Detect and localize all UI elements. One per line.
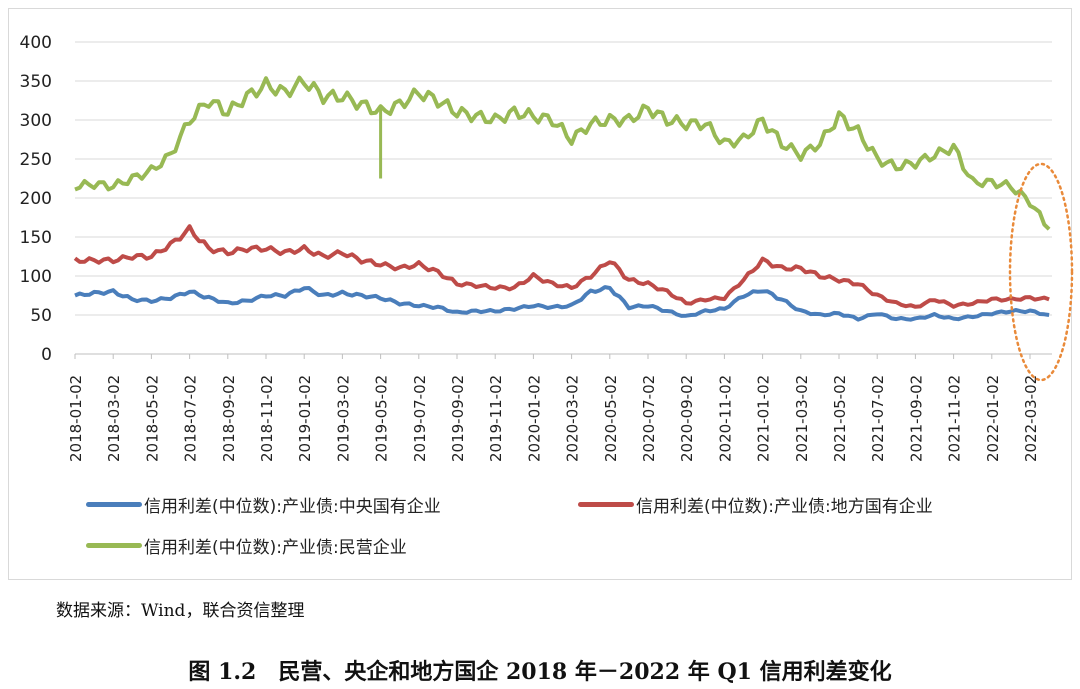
y-tick-label: 0 (41, 345, 52, 365)
x-tick-label: 2022-03-02 (1022, 375, 1040, 462)
y-tick-label: 250 (20, 150, 52, 170)
x-tick-label: 2021-09-02 (907, 375, 925, 462)
x-tick-label: 2021-01-02 (755, 375, 773, 462)
legend-swatch-red (578, 502, 634, 507)
y-tick-label: 50 (30, 306, 52, 326)
x-tick-label: 2019-07-02 (411, 375, 429, 462)
x-tick-label: 2018-07-02 (182, 375, 200, 462)
x-tick-label: 2021-07-02 (869, 375, 887, 462)
x-tick-label: 2020-11-02 (716, 375, 734, 462)
x-tick-label: 2019-11-02 (487, 375, 505, 462)
x-tick-label: 2018-05-02 (143, 375, 161, 462)
highlight-ellipse (1008, 162, 1074, 382)
x-tick-label: 2019-03-02 (334, 375, 352, 462)
credit-spread-line-chart: 0 50 100 150 200 250 300 350 400 2018-01-02 2018-0… (20, 33, 1074, 462)
x-tick-label: 2021-11-02 (946, 375, 964, 462)
y-tick-label: 300 (20, 111, 52, 131)
legend-item-local-soe: 信用利差(中位数):产业债:地方国有企业 (578, 492, 933, 517)
x-tick-label: 2018-03-02 (105, 375, 123, 462)
y-tick-label: 200 (20, 189, 52, 209)
x-tick-label: 2021-03-02 (793, 375, 811, 462)
figure-caption: 图 1.2 民营、央企和地方国企 2018 年－2022 年 Q1 信用利差变化 (188, 659, 892, 685)
legend-label: 信用利差(中位数):产业债:民营企业 (144, 538, 407, 558)
legend-item-central-soe: 信用利差(中位数):产业债:中央国有企业 (86, 492, 441, 517)
x-tick-label: 2018-11-02 (258, 375, 276, 462)
legend-swatch-blue (86, 502, 142, 507)
chart-frame (8, 8, 1072, 580)
y-tick-label: 100 (20, 267, 52, 287)
series-line-0 (74, 285, 1050, 322)
x-tick-label: 2020-01-02 (525, 375, 543, 462)
y-tick-label: 400 (20, 33, 52, 53)
data-source-note: 数据来源：Wind，联合资信整理 (56, 601, 305, 621)
series-line-1 (73, 224, 1050, 309)
y-tick-label: 150 (20, 228, 52, 248)
legend-swatch-green (86, 543, 142, 548)
x-tick-label: 2019-01-02 (296, 375, 314, 462)
x-tick-label: 2020-07-02 (640, 375, 658, 462)
x-tick-label: 2022-01-02 (984, 375, 1002, 462)
x-tick-label: 2019-05-02 (373, 375, 391, 462)
legend-label: 信用利差(中位数):产业债:地方国有企业 (636, 497, 933, 517)
x-tick-label: 2020-05-02 (602, 375, 620, 462)
x-tick-label: 2020-09-02 (678, 375, 696, 462)
y-tick-label: 350 (20, 72, 52, 92)
x-tick-label: 2020-03-02 (564, 375, 582, 462)
x-tick-label: 2021-05-02 (831, 375, 849, 462)
x-tick-label: 2019-09-02 (449, 375, 467, 462)
series-line-2 (74, 75, 1051, 231)
x-tick-label: 2018-09-02 (220, 375, 238, 462)
legend-label: 信用利差(中位数):产业债:中央国有企业 (144, 497, 441, 517)
x-tick-label: 2018-01-02 (67, 375, 85, 462)
legend-item-private: 信用利差(中位数):产业债:民营企业 (86, 533, 407, 558)
